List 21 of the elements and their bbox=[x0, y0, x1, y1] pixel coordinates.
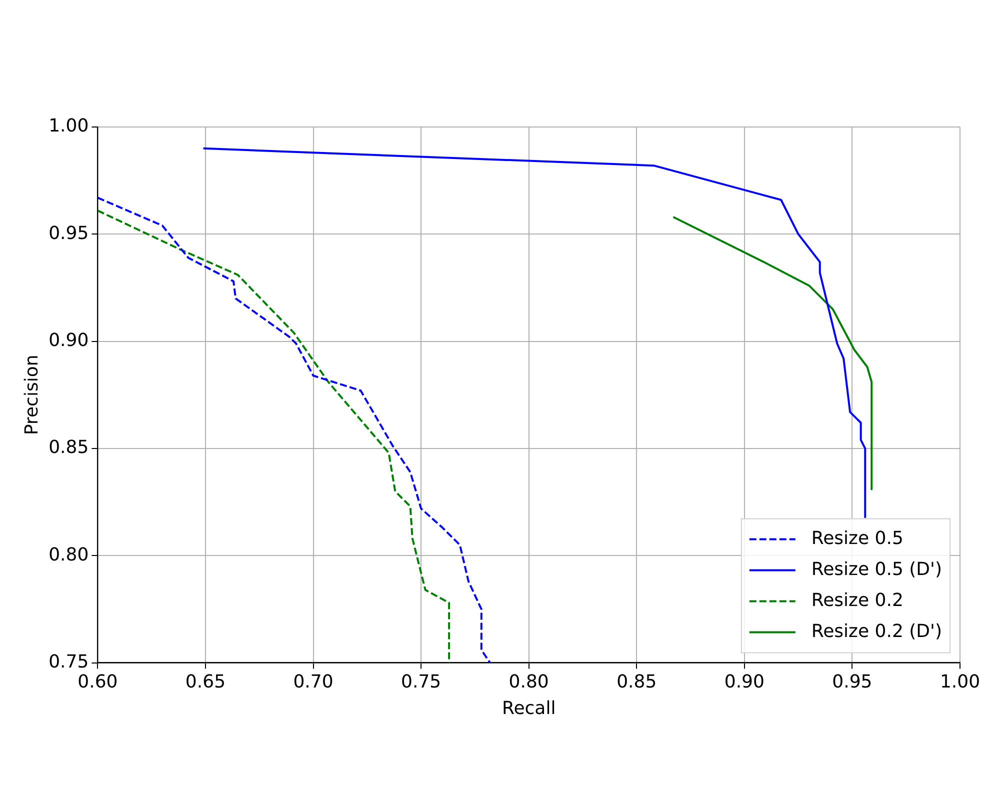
x-tick-label: 0.60 bbox=[78, 671, 118, 692]
y-tick-label: 0.80 bbox=[48, 544, 89, 566]
legend-label: Resize 0.5 (D') bbox=[811, 558, 942, 580]
x-tick-label: 0.80 bbox=[508, 671, 549, 692]
y-axis-title: Precision bbox=[21, 354, 42, 436]
legend-label: Resize 0.5 bbox=[811, 528, 904, 549]
x-axis-title: Recall bbox=[502, 698, 556, 719]
y-tick-label: 1.00 bbox=[48, 116, 89, 137]
x-tick-label: 0.65 bbox=[185, 671, 226, 692]
legend-label: Resize 0.2 bbox=[811, 590, 904, 611]
legend-label: Resize 0.2 (D') bbox=[811, 620, 942, 642]
x-tick-label: 0.95 bbox=[832, 671, 872, 692]
y-tick-label: 0.95 bbox=[48, 222, 89, 244]
y-tick-label: 0.90 bbox=[48, 330, 89, 351]
y-tick-label: 0.85 bbox=[48, 437, 89, 458]
y-tick-label: 0.75 bbox=[48, 651, 89, 672]
x-tick-label: 0.90 bbox=[724, 671, 764, 692]
x-tick-label: 0.75 bbox=[401, 671, 442, 692]
x-tick-label: 0.70 bbox=[293, 671, 334, 692]
x-tick-label: 0.85 bbox=[616, 671, 657, 692]
x-tick-label: 1.00 bbox=[940, 671, 980, 692]
